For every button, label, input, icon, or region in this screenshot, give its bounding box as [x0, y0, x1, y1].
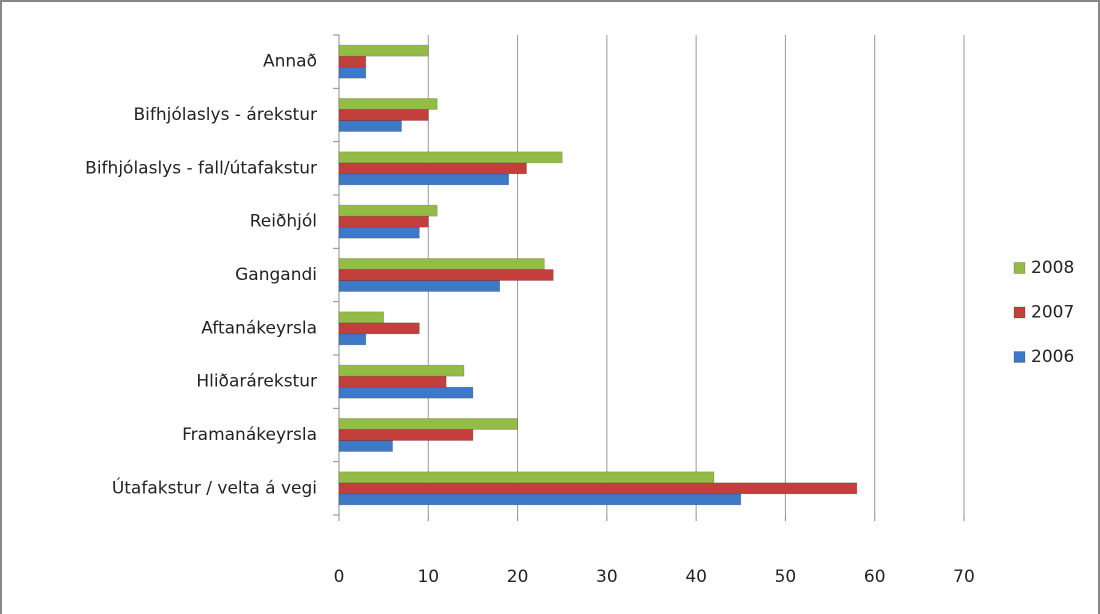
legend-swatch: [1013, 306, 1026, 319]
x-tick-label: 50: [775, 567, 797, 587]
y-tick-label: Hliðarárekstur: [196, 372, 317, 392]
x-tick-label: 40: [685, 567, 707, 587]
bar: [338, 109, 429, 121]
bar: [338, 98, 438, 110]
bar: [338, 311, 384, 324]
x-tick-label: 30: [596, 567, 618, 587]
legend-label: 2006: [1031, 347, 1074, 367]
bar: [338, 364, 465, 377]
bar: [338, 386, 474, 399]
legend-label: 2007: [1031, 303, 1074, 323]
bar: [338, 418, 518, 430]
bar: [338, 333, 367, 346]
bar: [338, 162, 527, 175]
legend-swatch: [1013, 262, 1026, 274]
y-tick-label: Annað: [263, 52, 317, 72]
bar: [338, 44, 429, 57]
x-tick-label: 20: [507, 567, 529, 587]
bar: [338, 493, 742, 506]
y-tick-label: Gangandi: [235, 265, 317, 285]
bar: [338, 226, 420, 239]
x-tick-label: 0: [334, 567, 345, 587]
legend-swatch: [1013, 351, 1026, 363]
y-tick-label: Bifhjólaslys - árekstur: [134, 105, 317, 125]
bar: [338, 151, 563, 164]
y-tick-label: Framanákeyrsla: [182, 425, 317, 445]
y-tick-label: Útafakstur / velta á vegi: [112, 476, 317, 498]
y-tick-label: Bifhjólaslys - fall/útafakstur: [85, 158, 317, 178]
y-tick-label: Aftanákeyrsla: [201, 318, 317, 338]
legend-label: 2008: [1031, 258, 1074, 278]
x-tick-label: 10: [417, 567, 439, 587]
y-tick-label: Reiðhjól: [250, 212, 317, 232]
bar: [338, 429, 474, 441]
x-tick-label: 70: [953, 567, 975, 587]
bar: [338, 173, 509, 186]
bar: [338, 204, 438, 217]
bar: [338, 55, 367, 68]
x-tick-label: 60: [864, 567, 886, 587]
bar: [338, 269, 554, 281]
bar: [338, 471, 715, 484]
bar: [338, 258, 545, 270]
bar: [338, 66, 367, 79]
bar: [338, 215, 429, 228]
bar: [338, 120, 402, 132]
bar: [338, 280, 501, 292]
bar: [338, 440, 393, 452]
bar: [338, 482, 858, 495]
bar: [338, 322, 420, 335]
bar: [338, 375, 447, 388]
